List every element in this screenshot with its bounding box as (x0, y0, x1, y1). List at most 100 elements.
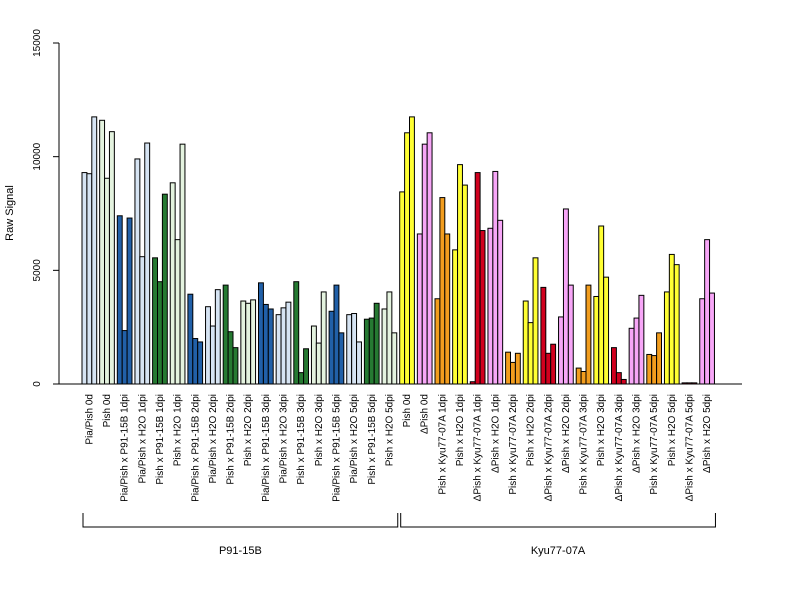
bar (651, 355, 658, 385)
bar (691, 382, 698, 385)
x-tick-label: Pish x H2O 2dpi (243, 394, 254, 466)
x-tick-label: Pish x P91-15B 3dpi (296, 394, 307, 485)
x-tick-label: Pish x H2O 2dpi (526, 394, 537, 466)
bar (134, 158, 141, 385)
bar (267, 308, 274, 385)
bar (187, 293, 194, 385)
bar (121, 330, 128, 385)
bar (527, 322, 534, 385)
bars (81, 116, 715, 385)
x-tick-label: ΔPish x H2O 5dpi (702, 394, 713, 473)
x-tick-label: ΔPish x Kyu77-07A 1dpi (473, 394, 484, 501)
bar (452, 249, 459, 385)
bar (699, 298, 706, 385)
x-tick-label: Pish x P91-15B 2dpi (226, 394, 237, 485)
x-tick-label: Pish x Kyu77-07A 2dpi (508, 394, 519, 495)
bar (303, 348, 310, 385)
bar (227, 331, 234, 385)
bar (391, 332, 398, 385)
x-tick-label: Pia/Pish x P91-15B 5dpi (331, 394, 342, 502)
x-tick-labels: Pia/Pish 0d Pish 0d Pia/Pish x P91-15B 1dp… (84, 394, 713, 502)
bar (197, 341, 204, 385)
x-tick-label: Pish x P91-15B 1dpi (155, 394, 166, 485)
bar (386, 291, 393, 385)
bar (157, 281, 163, 385)
bar (116, 215, 123, 385)
x-tick-label: Pish x H2O 1dpi (455, 394, 466, 466)
bar (144, 142, 151, 385)
bar (368, 317, 375, 385)
bar (333, 284, 340, 385)
x-tick-label: Pia/Pish x P91-15B 1dpi (120, 394, 131, 502)
bar (245, 302, 252, 385)
bar (222, 284, 229, 385)
bar (404, 132, 411, 385)
bar (461, 184, 468, 385)
supergroup-label: P91-15B (219, 545, 262, 557)
bar (409, 116, 415, 385)
bar (363, 318, 370, 385)
x-tick-label: ΔPish x Kyu77-07A 2dpi (543, 394, 554, 501)
bar (656, 332, 662, 385)
x-tick-label: Pia/Pish x P91-15B 3dpi (261, 394, 272, 502)
supergroup-bracket (400, 513, 716, 528)
bar (469, 381, 476, 385)
x-tick-label: Pish 0d (402, 394, 413, 427)
bar (169, 182, 176, 385)
bar (709, 292, 715, 385)
bar (205, 306, 211, 385)
bar (668, 253, 675, 385)
x-tick-label: Pia/Pish x H2O 5dpi (349, 394, 360, 484)
bar (439, 197, 446, 385)
x-tick-label: ΔPish x H2O 1dpi (490, 394, 501, 473)
supergroup-bracket (82, 513, 399, 528)
bar (686, 382, 693, 385)
bar (532, 257, 539, 385)
x-tick-label: Pish x Kyu77-07A 5dpi (649, 394, 660, 495)
x-tick-label: Pia/Pish x H2O 3dpi (279, 394, 290, 484)
bar (628, 327, 635, 385)
bar (298, 372, 305, 385)
bar (646, 353, 653, 385)
bar (81, 172, 88, 385)
bar (280, 307, 287, 385)
x-tick-label: Pia/Pish x H2O 1dpi (137, 394, 148, 484)
bar (346, 314, 353, 385)
bar (673, 264, 680, 385)
bar (86, 173, 93, 385)
bar (704, 239, 711, 385)
bar (161, 193, 168, 385)
bar (615, 372, 622, 385)
bar (179, 143, 186, 385)
x-tick-label: Pia/Pish 0d (84, 394, 95, 445)
bar (522, 300, 529, 385)
y-tick-label: 0 (32, 381, 43, 387)
bar (99, 119, 106, 385)
bar (399, 191, 406, 385)
y-tick-label: 10000 (32, 142, 43, 170)
bar (275, 314, 282, 385)
bar (108, 131, 115, 385)
bar (214, 289, 221, 385)
bar (497, 219, 504, 385)
bar (505, 351, 512, 385)
bar (479, 230, 486, 385)
bar (293, 281, 300, 385)
x-tick-label: ΔPish 0d (420, 394, 431, 434)
bar (474, 172, 481, 385)
x-tick-label: Pish x Kyu77-07A 1dpi (437, 394, 448, 495)
bar (310, 325, 317, 385)
bar (328, 310, 335, 385)
bar (209, 325, 216, 385)
bar (426, 132, 433, 385)
supergroup-brackets: P91-15B Kyu77-07A (82, 513, 716, 557)
x-tick-label: Pish x Kyu77-07A 3dpi (579, 394, 590, 495)
bar (558, 316, 564, 385)
bar (338, 332, 345, 385)
bar (356, 341, 362, 385)
bar (381, 308, 388, 385)
bar (585, 284, 592, 385)
x-tick-label: Pish x H2O 3dpi (596, 394, 607, 466)
bar (550, 343, 557, 385)
